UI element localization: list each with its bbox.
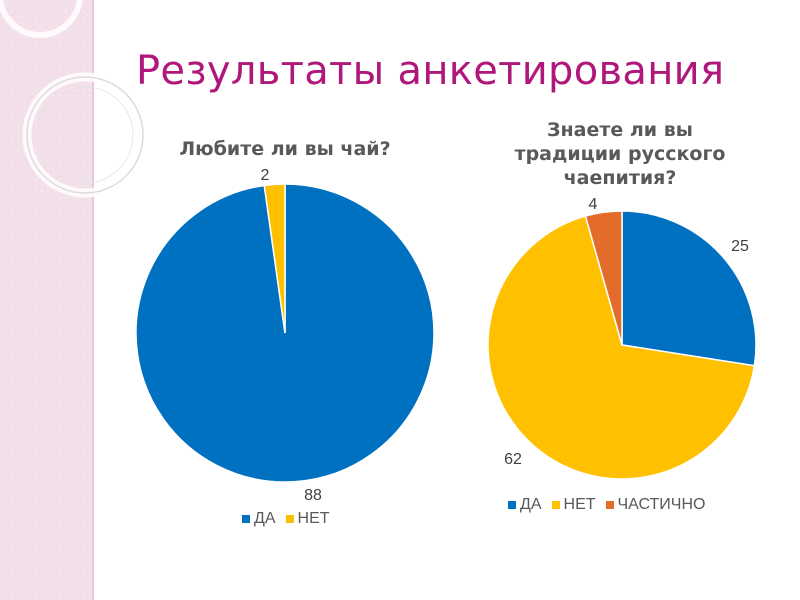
side-strip-edge <box>92 0 94 600</box>
chart-1-legend: ДА НЕТ <box>242 510 330 528</box>
chart-2-data-label-partial: 4 <box>589 196 598 213</box>
legend-label-da: ДА <box>254 510 276 527</box>
slide-title: Результаты анкетирования <box>136 48 725 94</box>
legend-item-partial: ЧАСТИЧНО <box>605 496 706 514</box>
chart-2-data-label-da: 25 <box>731 238 749 255</box>
legend-swatch-partial <box>605 501 614 509</box>
chart-2-slice-partial <box>584 210 623 346</box>
legend-label-da: ДА <box>520 496 542 513</box>
chart-1-title: Любите ли вы чай? <box>179 138 391 160</box>
chart-1-data-label-da: 88 <box>304 487 322 504</box>
legend-swatch-net <box>551 501 560 509</box>
chart-2-legend: ДА НЕТ ЧАСТИЧНО <box>508 496 705 514</box>
legend-swatch-da <box>508 501 516 509</box>
legend-item-da: ДА <box>242 510 276 528</box>
legend-label-partial: ЧАСТИЧНО <box>617 496 706 513</box>
chart-2-slice-da <box>621 210 757 367</box>
legend-item-da: ДА <box>508 496 542 514</box>
chart-2-data-label-net: 62 <box>504 451 522 468</box>
legend-label-net: НЕТ <box>563 496 596 513</box>
legend-item-net: НЕТ <box>551 496 596 514</box>
legend-swatch-da <box>242 515 250 523</box>
legend-item-net: НЕТ <box>285 510 330 528</box>
chart-2-slice-net <box>487 215 756 480</box>
chart-2-title-line-3: чаепития? <box>563 167 677 189</box>
decorative-side-strip <box>0 0 92 600</box>
chart-2-title-line-2: традиции русского <box>514 143 726 165</box>
chart-1-data-label-net: 2 <box>261 167 270 184</box>
legend-label-net: НЕТ <box>297 510 330 527</box>
chart-2-title-line-1: Знаете ли вы <box>547 119 693 141</box>
decorative-rings <box>0 0 148 198</box>
chart-1-slice-net <box>263 183 286 334</box>
legend-swatch-net <box>285 515 294 523</box>
chart-2-title: Знаете ли вы традиции русского чаепития? <box>470 118 770 190</box>
